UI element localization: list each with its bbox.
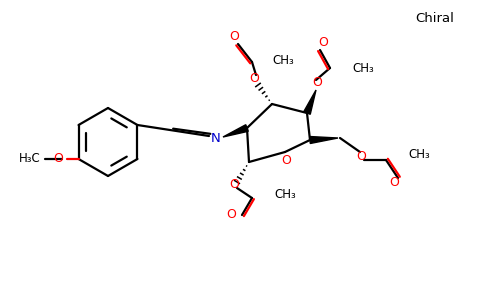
Text: H₃C: H₃C — [19, 152, 41, 166]
Text: O: O — [226, 208, 236, 220]
Text: O: O — [389, 176, 399, 188]
Text: Chiral: Chiral — [415, 11, 454, 25]
Text: O: O — [312, 76, 322, 89]
Polygon shape — [310, 136, 338, 143]
Text: CH₃: CH₃ — [274, 188, 296, 200]
Text: O: O — [356, 151, 366, 164]
Text: O: O — [54, 152, 63, 166]
Polygon shape — [223, 125, 248, 137]
Text: CH₃: CH₃ — [408, 148, 430, 161]
Text: O: O — [249, 71, 259, 85]
Text: CH₃: CH₃ — [272, 53, 294, 67]
Text: O: O — [229, 178, 239, 190]
Text: O: O — [229, 29, 239, 43]
Text: O: O — [318, 35, 328, 49]
Text: CH₃: CH₃ — [352, 61, 374, 74]
Text: O: O — [281, 154, 291, 166]
Polygon shape — [304, 90, 316, 114]
Text: N: N — [211, 131, 221, 145]
